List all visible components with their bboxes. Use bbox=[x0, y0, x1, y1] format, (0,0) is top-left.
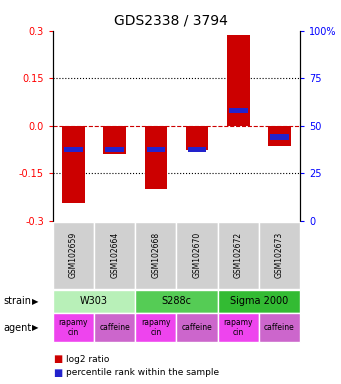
Bar bbox=[227, 35, 250, 126]
Text: percentile rank within the sample: percentile rank within the sample bbox=[66, 368, 220, 377]
Text: GSM102670: GSM102670 bbox=[193, 232, 202, 278]
Bar bbox=[188, 147, 206, 152]
Bar bbox=[147, 147, 165, 152]
Text: ■: ■ bbox=[53, 368, 62, 378]
Text: GSM102664: GSM102664 bbox=[110, 232, 119, 278]
Text: S288c: S288c bbox=[162, 296, 191, 306]
Bar bbox=[229, 108, 248, 113]
Bar bbox=[64, 147, 83, 152]
Text: strain: strain bbox=[3, 296, 31, 306]
Text: GSM102673: GSM102673 bbox=[275, 232, 284, 278]
Text: Sigma 2000: Sigma 2000 bbox=[230, 296, 288, 306]
Text: ▶: ▶ bbox=[32, 323, 39, 332]
Text: log2 ratio: log2 ratio bbox=[66, 355, 110, 364]
Text: caffeine: caffeine bbox=[264, 323, 295, 332]
Text: caffeine: caffeine bbox=[182, 323, 212, 332]
Bar bbox=[105, 147, 124, 152]
Text: W303: W303 bbox=[80, 296, 108, 306]
Text: GSM102668: GSM102668 bbox=[151, 232, 160, 278]
Text: ■: ■ bbox=[53, 354, 62, 364]
Text: caffeine: caffeine bbox=[99, 323, 130, 332]
Bar bbox=[103, 126, 126, 154]
Text: ▶: ▶ bbox=[32, 296, 39, 306]
Text: GSM102672: GSM102672 bbox=[234, 232, 243, 278]
Text: rapamy
cin: rapamy cin bbox=[223, 318, 253, 338]
Bar bbox=[145, 126, 167, 189]
Text: rapamy
cin: rapamy cin bbox=[59, 318, 88, 338]
Text: GSM102659: GSM102659 bbox=[69, 232, 78, 278]
Text: agent: agent bbox=[3, 323, 32, 333]
Bar bbox=[270, 134, 289, 140]
Text: rapamy
cin: rapamy cin bbox=[141, 318, 170, 338]
Bar bbox=[186, 126, 208, 149]
Text: GDS2338 / 3794: GDS2338 / 3794 bbox=[114, 13, 227, 27]
Bar bbox=[268, 126, 291, 146]
Bar bbox=[62, 126, 85, 204]
